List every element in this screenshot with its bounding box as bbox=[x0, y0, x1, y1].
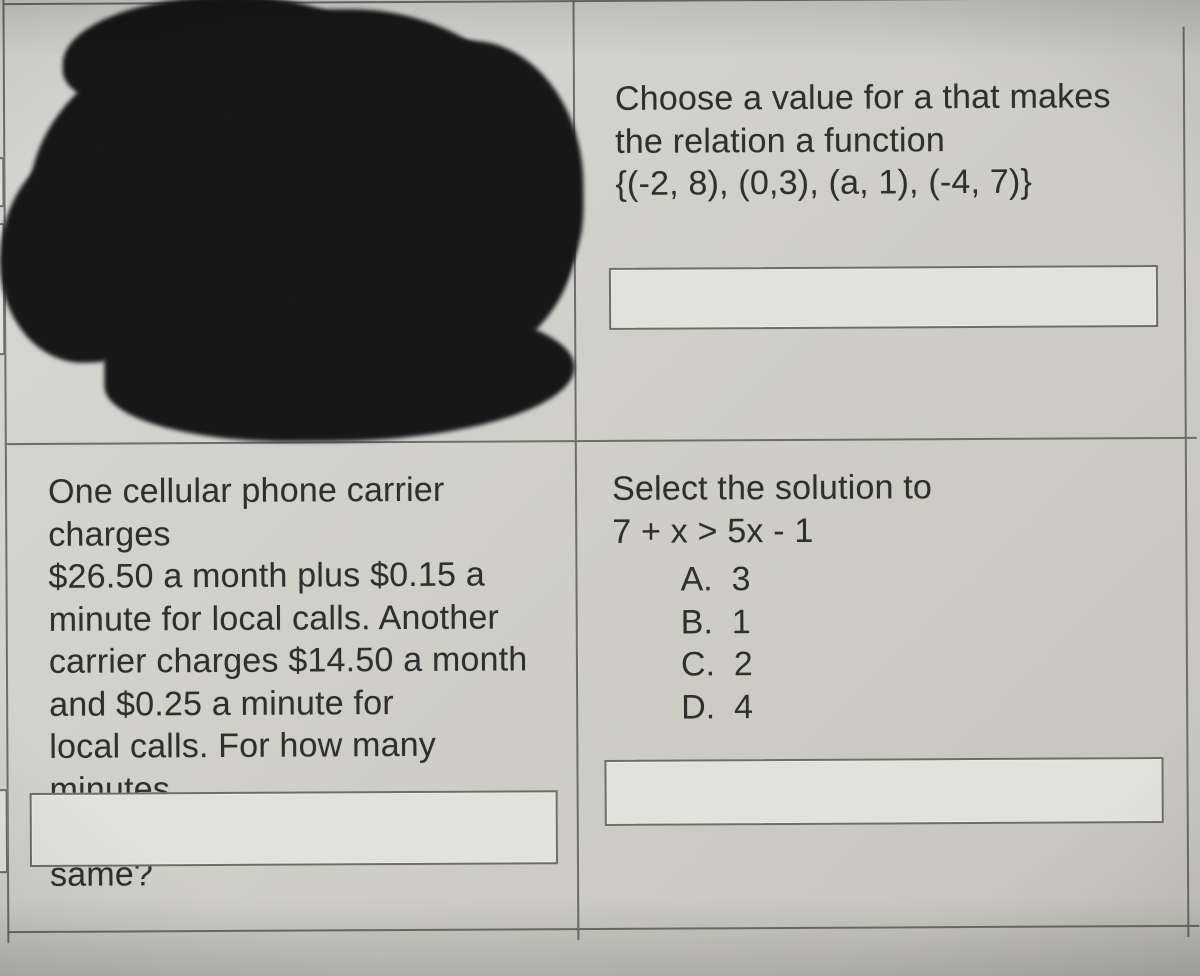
answer-box-function[interactable] bbox=[609, 265, 1158, 330]
question-function-text: Choose a value for a that makes the rela… bbox=[615, 75, 1147, 205]
option-c[interactable]: C. 2 bbox=[613, 641, 1149, 686]
option-label: A. bbox=[680, 560, 712, 598]
line: carrier charges $14.50 a month bbox=[49, 638, 545, 683]
line: {(-2, 8), (0,3), (a, 1), (-4, 7)} bbox=[615, 160, 1146, 205]
option-value: 3 bbox=[731, 560, 750, 598]
option-b[interactable]: B. 1 bbox=[613, 599, 1149, 644]
left-stub-3 bbox=[0, 789, 8, 873]
line: the relation a function bbox=[615, 118, 1146, 163]
redaction-blob bbox=[104, 300, 575, 442]
option-label: D. bbox=[681, 688, 715, 726]
worksheet-sheet: Choose a value for a that makes the rela… bbox=[0, 0, 1200, 976]
line: $26.50 a month plus $0.15 a bbox=[48, 553, 544, 598]
option-value: 2 bbox=[734, 645, 753, 683]
options-list: A. 3 B. 1 C. 2 D. 4 bbox=[612, 556, 1149, 729]
option-a[interactable]: A. 3 bbox=[612, 556, 1148, 601]
line: and $0.25 a minute for bbox=[49, 681, 545, 726]
line: One cellular phone carrier charges bbox=[48, 468, 544, 556]
grid-vline-right bbox=[1183, 27, 1190, 937]
question-inequality-text: Select the solution to 7 + x > 5x - 1 bbox=[612, 465, 1148, 553]
cell-bottom-right: Select the solution to 7 + x > 5x - 1 A.… bbox=[590, 447, 1172, 925]
answer-box-inequality[interactable] bbox=[604, 757, 1163, 826]
option-value: 1 bbox=[732, 603, 751, 641]
line: 7 + x > 5x - 1 bbox=[612, 508, 1148, 553]
option-d[interactable]: D. 4 bbox=[613, 684, 1149, 729]
line: minute for local calls. Another bbox=[49, 596, 545, 641]
line: Select the solution to bbox=[612, 465, 1148, 510]
option-label: B. bbox=[681, 603, 713, 641]
cell-top-right: Choose a value for a that makes the rela… bbox=[593, 57, 1170, 420]
option-label: C. bbox=[681, 645, 715, 683]
cell-top-left bbox=[2, 0, 574, 443]
option-value: 4 bbox=[734, 688, 753, 726]
line: Choose a value for a that makes bbox=[615, 75, 1146, 120]
answer-box-carriers[interactable] bbox=[30, 790, 558, 867]
